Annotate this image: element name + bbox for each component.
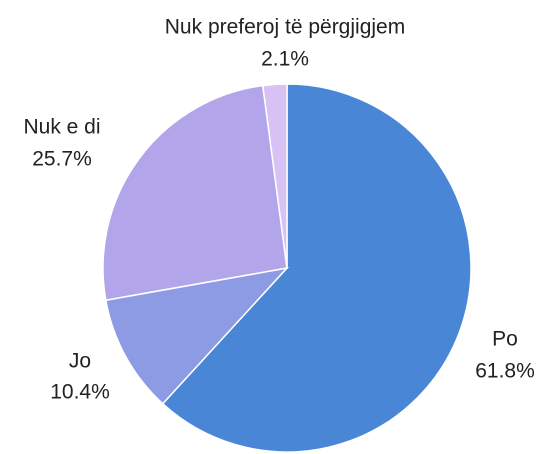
value-label: 2.1%	[261, 48, 309, 71]
category-label: Nuk preferoj të përgjigjem	[165, 16, 405, 39]
category-label: Jo	[69, 350, 91, 373]
category-label: Po	[492, 328, 518, 351]
pie-slice	[161, 83, 472, 453]
value-label: 61.8%	[475, 360, 535, 383]
category-label: Nuk e di	[23, 116, 100, 139]
value-label: 10.4%	[50, 381, 110, 404]
pie-slice	[102, 84, 288, 302]
pie-slice	[261, 83, 288, 269]
pie-slice	[104, 266, 290, 405]
value-label: 25.7%	[32, 148, 92, 171]
